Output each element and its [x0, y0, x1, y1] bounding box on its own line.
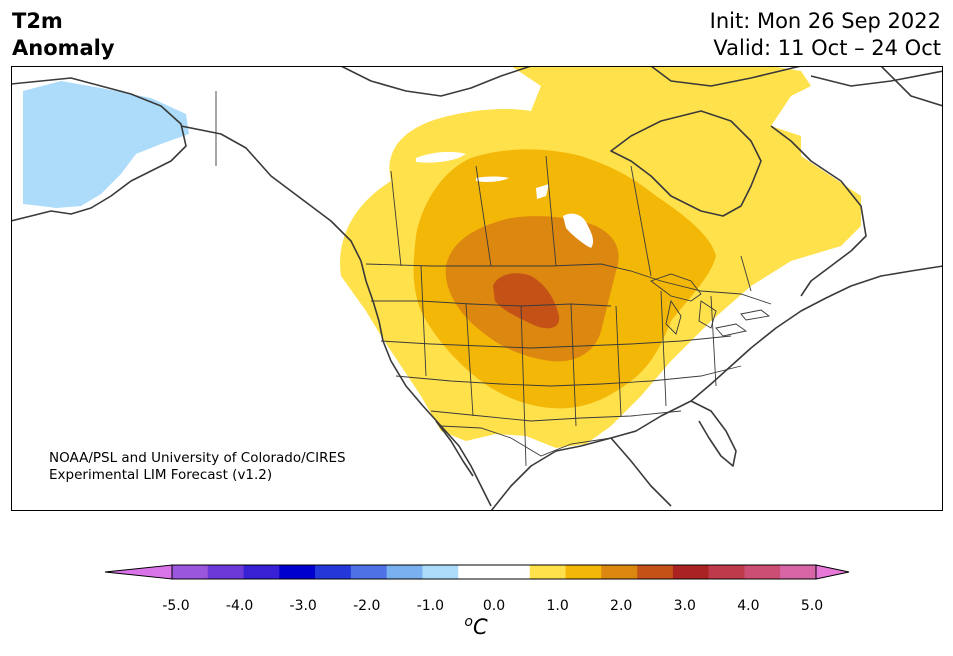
credit-line-2: Experimental LIM Forecast (v1.2) [49, 467, 273, 483]
colorbar-cell [386, 565, 423, 579]
unit-degree-prefix: o [464, 614, 473, 630]
colorbar-tick-label: 3.0 [673, 598, 696, 614]
colorbar-tick-label: -2.0 [353, 598, 381, 614]
variable-label: T2m [12, 9, 63, 33]
colorbar-cell [565, 565, 602, 579]
credit-line-1: NOAA/PSL and University of Colorado/CIRE… [49, 450, 346, 466]
unit-celsius: C [472, 615, 488, 639]
colorbar-cell [279, 565, 316, 579]
colorbar-cell [243, 565, 280, 579]
init-date: Init: Mon 26 Sep 2022 [709, 9, 941, 33]
colorbar-over-extension [815, 564, 850, 580]
credit-text: NOAA/PSL and University of Colorado/CIRE… [49, 450, 346, 484]
colorbar-tick-label: 0.0 [482, 598, 506, 614]
colorbar-tick-label: -4.0 [225, 598, 254, 614]
colorbar-tick-label: -5.0 [162, 598, 190, 614]
colorbar-cell [780, 565, 817, 579]
colorbar-cell [672, 565, 709, 579]
colorbar-tick-label: 2.0 [610, 598, 633, 614]
colorbar-tick-label: -3.0 [289, 598, 317, 614]
valid-date: Valid: 11 Oct – 24 Oct [713, 36, 941, 60]
anomaly-region-cool-1 [23, 81, 189, 208]
colorbar-tick-label: 4.0 [737, 598, 760, 614]
anomaly-map [11, 66, 943, 511]
colorbar-cell [207, 565, 244, 579]
colorbar-under-extension [104, 564, 173, 580]
anomaly-label: Anomaly [12, 36, 115, 60]
colorbar-cell [422, 565, 459, 579]
colorbar-cell [744, 565, 781, 579]
colorbar-cell [637, 565, 674, 579]
colorbar-cell [708, 565, 745, 579]
colorbar-cell [458, 565, 495, 579]
colorbar [104, 564, 850, 580]
colorbar-cell [494, 565, 531, 579]
map-title: T2m Anomaly [12, 8, 115, 62]
forecast-dates: Init: Mon 26 Sep 2022 Valid: 11 Oct – 24… [710, 8, 941, 62]
colorbar-cell [350, 565, 387, 579]
colorbar-cell [172, 565, 209, 579]
colorbar-cell [601, 565, 638, 579]
colorbar-cell [315, 565, 352, 579]
colorbar-tick-label: -1.0 [416, 598, 445, 614]
colorbar-tick-label: 5.0 [800, 598, 824, 614]
colorbar-unit: oC [464, 614, 487, 639]
anomaly-region-warm-4 [493, 273, 560, 329]
colorbar-tick-label: 1.0 [546, 598, 569, 614]
colorbar-cell [529, 565, 566, 579]
